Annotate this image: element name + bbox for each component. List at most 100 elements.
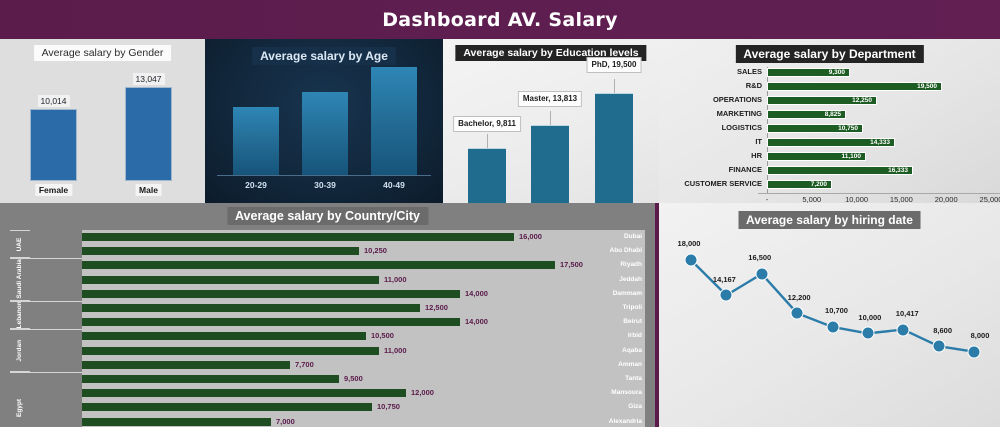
city-label: Amman <box>618 360 642 368</box>
bar-group-male[interactable]: 13,047 Male <box>125 73 172 196</box>
city-bar-row[interactable]: 12,500 <box>82 303 448 312</box>
city-label: Beirut <box>623 318 642 326</box>
panel-education: Average salary by Education levels Bache… <box>443 39 659 203</box>
department-bar[interactable]: 11,100 <box>767 152 866 161</box>
department-bar-label: LOGISTICS <box>721 123 762 132</box>
city-bar[interactable]: 11,000 <box>82 346 407 355</box>
department-bar[interactable]: 19,500 <box>767 82 942 91</box>
hiring-data-point[interactable] <box>719 288 733 302</box>
bar-group-bachelor[interactable]: Bachelor, 9,811 <box>453 116 521 203</box>
department-bar[interactable]: 9,300 <box>767 68 850 77</box>
city-bar-row[interactable]: 16,000 <box>82 232 542 241</box>
department-bar-label: MARKETING <box>716 109 762 118</box>
department-bar-row[interactable]: SALES 9,300 <box>737 67 991 77</box>
city-bar-row[interactable]: 10,750 <box>82 402 400 412</box>
bar-label-female: Female <box>34 184 73 196</box>
city-bar-row[interactable]: 12,000 <box>82 388 434 398</box>
city-bar-row[interactable]: 7,700 <box>82 360 314 369</box>
department-bar-value: 9,300 <box>828 69 845 76</box>
city-bar-value: 12,500 <box>425 303 448 312</box>
city-bar-row[interactable]: 14,000 <box>82 317 488 327</box>
city-label: Tanta <box>625 375 642 382</box>
hiring-data-point[interactable] <box>790 306 804 320</box>
city-bar[interactable]: 10,500 <box>82 331 394 341</box>
city-bar[interactable]: 17,500 <box>82 260 583 270</box>
department-bar-label: R&D <box>745 81 762 90</box>
city-label: Aqaba <box>622 346 642 354</box>
city-bar-value: 14,000 <box>465 288 488 298</box>
city-bar[interactable]: 16,000 <box>82 232 542 241</box>
city-bar-row[interactable]: 11,000 <box>82 346 407 355</box>
department-bar[interactable]: 12,250 <box>767 96 877 105</box>
city-bar-row[interactable]: 10,250 <box>82 246 387 256</box>
city-bar-value: 10,500 <box>371 331 394 341</box>
city-bar[interactable]: 10,750 <box>82 402 400 412</box>
city-bar-row[interactable]: 14,000 <box>82 289 488 298</box>
city-bar[interactable]: 12,000 <box>82 388 434 398</box>
city-label: Alexandria <box>608 417 642 425</box>
hiring-data-label: 10,700 <box>825 305 848 315</box>
city-bar[interactable]: 7,700 <box>82 360 314 369</box>
city-bar-row[interactable]: 10,500 <box>82 331 394 341</box>
city-bar[interactable]: 7,000 <box>82 417 295 426</box>
department-bar-row[interactable]: MARKETING 8,825 <box>717 109 991 119</box>
bar-group-age-20-29[interactable]: 20-29 <box>233 107 279 190</box>
city-bar-row[interactable]: 9,500 <box>82 374 363 383</box>
department-bar-row[interactable]: HR 11,100 <box>751 151 991 161</box>
department-bar[interactable]: 14,333 <box>767 138 895 147</box>
city-bar[interactable]: 9,500 <box>82 374 363 383</box>
city-label: Tripoli <box>622 304 643 311</box>
bar-group-phd[interactable]: PhD, 19,500 <box>586 57 642 203</box>
department-bar-label: FINANCE <box>728 165 762 174</box>
department-bar[interactable]: 10,750 <box>767 124 863 133</box>
city-bar-row[interactable]: 17,500 <box>82 260 583 270</box>
hiring-data-point[interactable] <box>684 253 698 267</box>
hiring-data-point[interactable] <box>932 339 946 353</box>
city-bar[interactable]: 11,000 <box>82 275 407 284</box>
chart-title-department: Average salary by Department <box>735 45 924 63</box>
department-bar[interactable]: 8,825 <box>767 110 846 119</box>
city-bar[interactable]: 14,000 <box>82 317 488 327</box>
bar-group-age-40-49[interactable]: 40-49 <box>371 67 417 190</box>
department-x-tick: 5,000 <box>802 195 822 203</box>
city-bar-row[interactable]: 11,000 <box>82 275 407 284</box>
department-bar-value: 19,500 <box>917 83 937 90</box>
hiring-data-point[interactable] <box>826 320 839 334</box>
department-bar[interactable]: 16,333 <box>767 166 913 175</box>
department-bar-row[interactable]: CUSTOMER SERVICE 7,200 <box>684 179 991 189</box>
hiring-data-point[interactable] <box>861 326 875 340</box>
city-bar[interactable]: 12,500 <box>82 303 448 312</box>
city-bar-row[interactable]: 7,000 <box>82 417 295 426</box>
country-group-label: Lebanon <box>10 301 30 330</box>
city-name-column <box>30 301 82 330</box>
department-bar-row[interactable]: OPERATIONS 12,250 <box>713 95 991 105</box>
department-bar[interactable]: 7,200 <box>767 180 832 189</box>
bar-group-master[interactable]: Master, 13,813 <box>517 91 583 203</box>
hiring-data-point[interactable] <box>755 267 769 281</box>
city-label: Irbid <box>627 332 642 340</box>
hiring-data-point[interactable] <box>896 323 910 337</box>
department-bar-label: SALES <box>736 67 762 76</box>
bar-label-male: Male <box>135 184 162 196</box>
dashboard-header: Dashboard AV. Salary <box>0 0 1000 39</box>
department-bar-row[interactable]: R&D 19,500 <box>746 81 991 91</box>
department-bar-label: OPERATIONS <box>712 95 762 104</box>
hiring-data-point[interactable] <box>967 345 981 359</box>
department-bar-row[interactable]: LOGISTICS 10,750 <box>722 123 991 133</box>
department-bar-value: 11,100 <box>841 153 861 160</box>
bar-group-age-30-39[interactable]: 30-39 <box>302 92 348 190</box>
city-label: Dubai <box>623 233 642 240</box>
city-bar-value: 7,700 <box>295 359 314 369</box>
hiring-line-path <box>690 259 975 353</box>
bar-group-female[interactable]: 10,014 Female <box>30 95 77 196</box>
city-bar[interactable]: 14,000 <box>82 289 488 298</box>
city-bar-value: 11,000 <box>384 345 407 355</box>
country-group-label: UAE <box>10 230 30 259</box>
city-label: Abu Dhabi <box>609 247 643 255</box>
department-bar-row[interactable]: FINANCE 16,333 <box>729 165 991 175</box>
chart-title-country-city: Average salary by Country/City <box>226 207 429 225</box>
department-bar-label: IT <box>755 137 762 146</box>
city-bar[interactable]: 10,250 <box>82 246 387 256</box>
department-bar-row[interactable]: IT 14,333 <box>755 137 991 147</box>
